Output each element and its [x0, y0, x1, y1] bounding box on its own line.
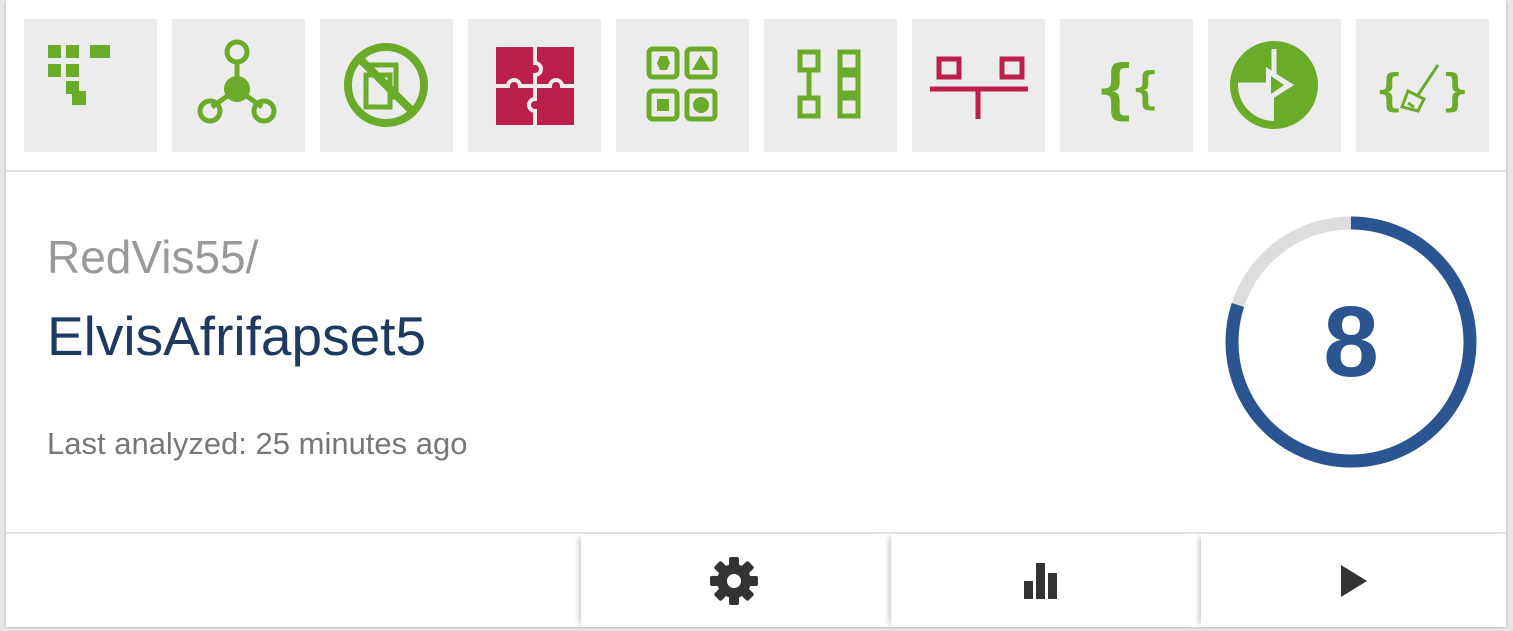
run-analysis-button[interactable] [1201, 534, 1506, 627]
badge-no-copy[interactable] [320, 19, 453, 152]
network-nodes-icon [197, 39, 277, 124]
score-gauge: 8 [1225, 216, 1477, 468]
grid-blocks-icon [48, 45, 110, 105]
analysis-badge-bar: { { { } [6, 0, 1506, 172]
last-analyzed-text: Last analyzed: 25 minutes ago [47, 426, 468, 461]
repository-name[interactable]: ElvisAfrifapset5 [47, 305, 427, 367]
settings-button[interactable] [581, 534, 887, 627]
badge-network-nodes[interactable] [172, 19, 305, 152]
svg-text:{: { [1096, 53, 1135, 127]
gear-icon [710, 556, 758, 605]
braces-icon: { { [1096, 53, 1159, 127]
repository-owner[interactable]: RedVis55/ [47, 231, 259, 283]
bar-chart-icon [1024, 562, 1057, 599]
card-actions [6, 532, 1506, 627]
badge-braces[interactable]: { { [1060, 19, 1193, 152]
badge-shapes-grid[interactable] [616, 19, 749, 152]
statistics-button[interactable] [891, 534, 1197, 627]
score-ring-progress [1225, 216, 1477, 468]
code-broom-icon: { } [1376, 64, 1469, 116]
badge-balance-structure[interactable] [912, 19, 1045, 152]
play-icon [1340, 564, 1367, 597]
score-ring [1225, 216, 1477, 468]
badge-puzzle[interactable] [468, 19, 601, 152]
play-circle-icon [1230, 41, 1318, 129]
flowchart-icon [797, 49, 861, 119]
svg-text:}: } [1442, 65, 1469, 116]
balance-structure-icon [930, 56, 1028, 119]
no-copy-icon [344, 43, 428, 127]
score-value: 8 [1323, 285, 1379, 398]
badge-code-broom[interactable]: { } [1356, 19, 1489, 152]
svg-text:{: { [1376, 65, 1403, 116]
repository-card: { { { } [6, 0, 1506, 627]
svg-text:{: { [1132, 63, 1159, 114]
badge-play-circle[interactable] [1208, 19, 1341, 152]
badge-grid-blocks[interactable] [24, 19, 157, 152]
badge-flowchart[interactable] [764, 19, 897, 152]
puzzle-icon [496, 47, 574, 125]
shapes-grid-icon [646, 46, 718, 122]
